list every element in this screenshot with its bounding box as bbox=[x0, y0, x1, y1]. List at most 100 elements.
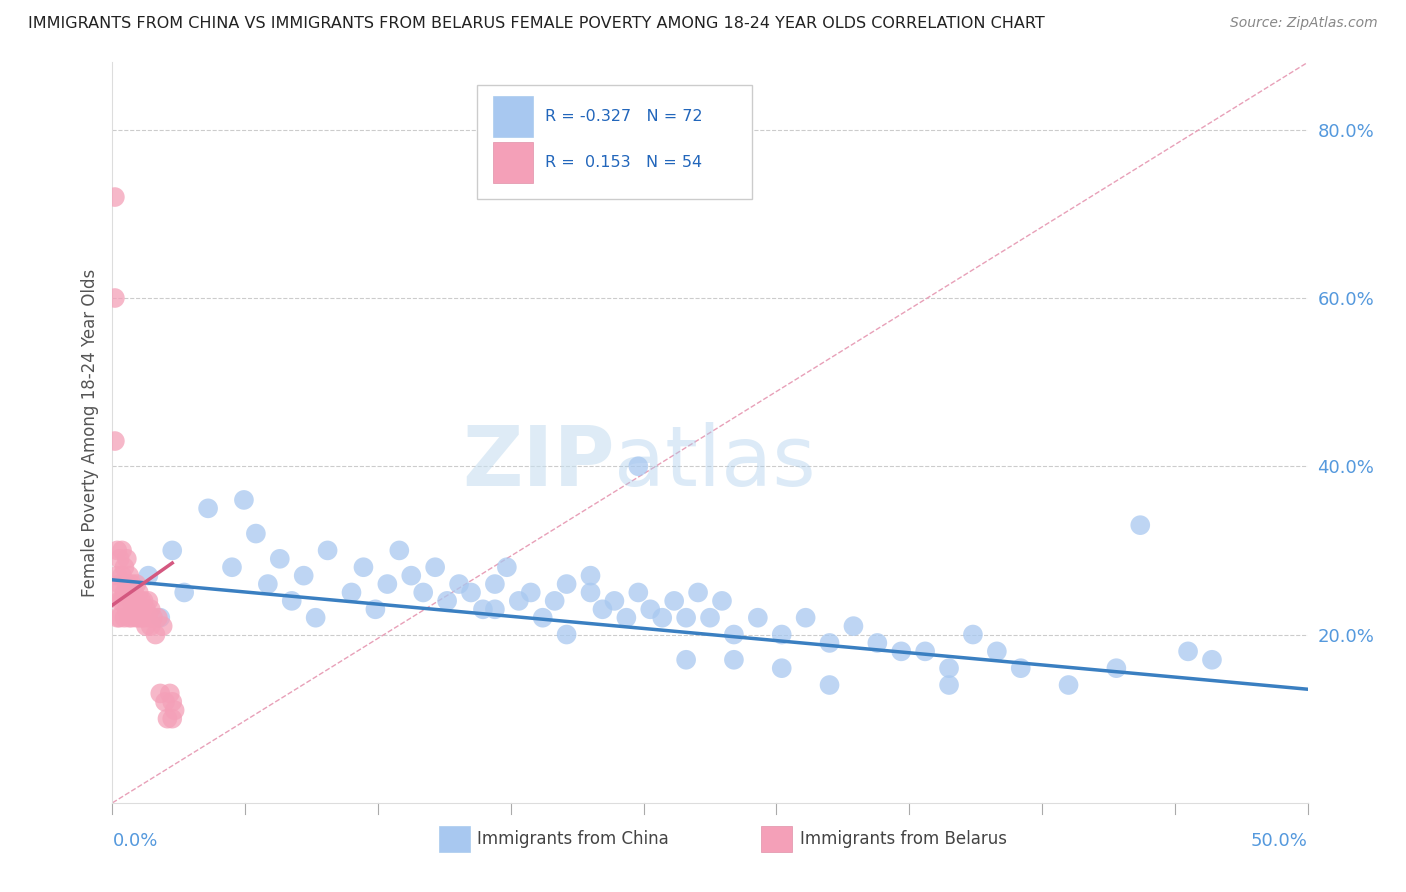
Point bbox=[129, 610, 152, 624]
Point bbox=[555, 577, 578, 591]
Point bbox=[125, 610, 148, 624]
Point bbox=[866, 636, 889, 650]
Point bbox=[114, 585, 135, 599]
Point bbox=[115, 602, 138, 616]
Text: 50.0%: 50.0% bbox=[1251, 832, 1308, 850]
Point bbox=[173, 585, 195, 599]
Point bbox=[111, 543, 134, 558]
Point bbox=[986, 644, 1008, 658]
Point bbox=[699, 610, 721, 624]
Point bbox=[484, 577, 506, 591]
Point bbox=[1057, 678, 1080, 692]
Point bbox=[890, 644, 912, 658]
Point bbox=[163, 703, 186, 717]
Text: atlas: atlas bbox=[614, 422, 815, 503]
Point bbox=[938, 661, 960, 675]
Point bbox=[118, 610, 141, 624]
Point bbox=[640, 602, 662, 616]
Point bbox=[121, 577, 143, 591]
Point bbox=[675, 610, 697, 624]
Point bbox=[104, 291, 127, 305]
Point bbox=[121, 610, 143, 624]
Point bbox=[108, 610, 131, 624]
Point bbox=[121, 594, 143, 608]
Point bbox=[723, 627, 745, 641]
Point bbox=[156, 712, 179, 726]
Point bbox=[111, 594, 134, 608]
Point bbox=[108, 551, 131, 566]
Point bbox=[377, 577, 399, 591]
Point bbox=[842, 619, 865, 633]
Point bbox=[592, 602, 614, 616]
FancyBboxPatch shape bbox=[492, 142, 533, 183]
Point bbox=[340, 585, 363, 599]
FancyBboxPatch shape bbox=[762, 826, 793, 853]
Point bbox=[688, 585, 710, 599]
Point bbox=[962, 627, 984, 641]
Point bbox=[352, 560, 374, 574]
Point bbox=[412, 585, 434, 599]
Point bbox=[118, 585, 141, 599]
Point bbox=[938, 678, 960, 692]
Point bbox=[105, 585, 128, 599]
Point bbox=[472, 602, 495, 616]
Point bbox=[436, 594, 458, 608]
Text: ZIP: ZIP bbox=[463, 422, 614, 503]
Point bbox=[579, 585, 602, 599]
Point bbox=[1129, 518, 1152, 533]
Point bbox=[108, 577, 131, 591]
Point bbox=[162, 695, 183, 709]
Point bbox=[257, 577, 280, 591]
Point bbox=[139, 602, 162, 616]
Point bbox=[543, 594, 565, 608]
Point bbox=[401, 568, 423, 582]
Point bbox=[818, 678, 841, 692]
FancyBboxPatch shape bbox=[439, 826, 470, 853]
Point bbox=[122, 602, 145, 616]
Point bbox=[139, 619, 162, 633]
Point bbox=[114, 560, 135, 574]
Point bbox=[115, 577, 138, 591]
Point bbox=[627, 585, 650, 599]
Point bbox=[104, 190, 127, 204]
Point bbox=[125, 577, 148, 591]
Point bbox=[138, 568, 160, 582]
Point bbox=[1105, 661, 1128, 675]
Point bbox=[146, 610, 169, 624]
Point bbox=[105, 568, 128, 582]
Point bbox=[132, 610, 155, 624]
Text: R = -0.327   N = 72: R = -0.327 N = 72 bbox=[546, 109, 703, 124]
Point bbox=[675, 653, 697, 667]
Point bbox=[1177, 644, 1199, 658]
Point bbox=[129, 594, 152, 608]
Point bbox=[484, 602, 506, 616]
Point bbox=[153, 695, 176, 709]
Point bbox=[162, 543, 183, 558]
Text: IMMIGRANTS FROM CHINA VS IMMIGRANTS FROM BELARUS FEMALE POVERTY AMONG 18-24 YEAR: IMMIGRANTS FROM CHINA VS IMMIGRANTS FROM… bbox=[28, 16, 1045, 31]
Point bbox=[770, 627, 793, 641]
Point bbox=[233, 492, 256, 507]
FancyBboxPatch shape bbox=[477, 85, 752, 200]
Point bbox=[747, 610, 769, 624]
Point bbox=[651, 610, 673, 624]
Point bbox=[221, 560, 243, 574]
Point bbox=[142, 610, 165, 624]
Point bbox=[364, 602, 387, 616]
Point bbox=[115, 551, 138, 566]
Point bbox=[555, 627, 578, 641]
Point bbox=[105, 610, 128, 624]
Point bbox=[122, 585, 145, 599]
Point bbox=[145, 627, 167, 641]
Point bbox=[245, 526, 267, 541]
Point bbox=[128, 610, 150, 624]
Point bbox=[125, 594, 148, 608]
Point bbox=[292, 568, 315, 582]
Point bbox=[281, 594, 304, 608]
Point bbox=[616, 610, 638, 624]
Text: Source: ZipAtlas.com: Source: ZipAtlas.com bbox=[1230, 16, 1378, 30]
Point bbox=[794, 610, 817, 624]
Point bbox=[105, 543, 128, 558]
Point bbox=[138, 610, 160, 624]
Text: Immigrants from China: Immigrants from China bbox=[477, 830, 669, 848]
Point bbox=[152, 619, 174, 633]
